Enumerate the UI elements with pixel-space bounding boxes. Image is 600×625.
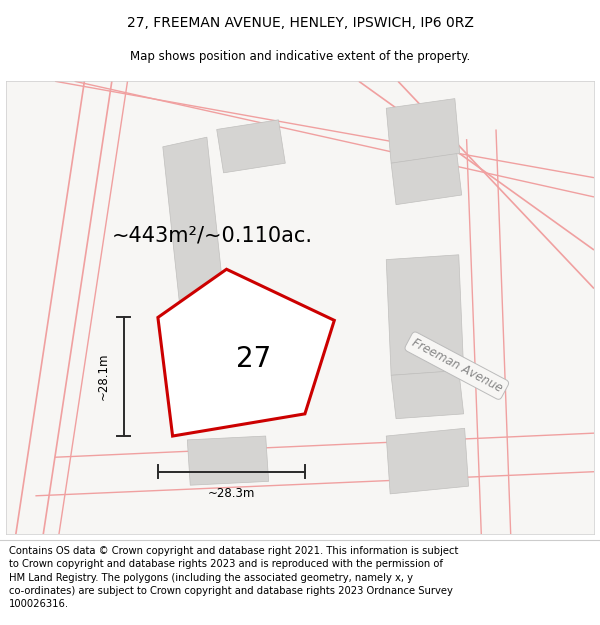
Polygon shape [187,436,269,485]
Text: Freeman Avenue: Freeman Avenue [409,336,504,395]
Text: Contains OS data © Crown copyright and database right 2021. This information is : Contains OS data © Crown copyright and d… [9,546,458,609]
Text: ~28.3m: ~28.3m [208,487,255,500]
Polygon shape [386,428,469,494]
Polygon shape [391,371,464,419]
Text: ~443m²/~0.110ac.: ~443m²/~0.110ac. [112,226,313,246]
Text: ~28.1m: ~28.1m [97,353,110,401]
Polygon shape [391,154,462,204]
Polygon shape [386,255,464,375]
Text: 27, FREEMAN AVENUE, HENLEY, IPSWICH, IP6 0RZ: 27, FREEMAN AVENUE, HENLEY, IPSWICH, IP6… [127,16,473,31]
Polygon shape [158,269,334,436]
Polygon shape [386,99,460,163]
Polygon shape [217,120,286,173]
Text: Map shows position and indicative extent of the property.: Map shows position and indicative extent… [130,50,470,62]
Text: 27: 27 [236,345,272,373]
Polygon shape [163,137,224,303]
